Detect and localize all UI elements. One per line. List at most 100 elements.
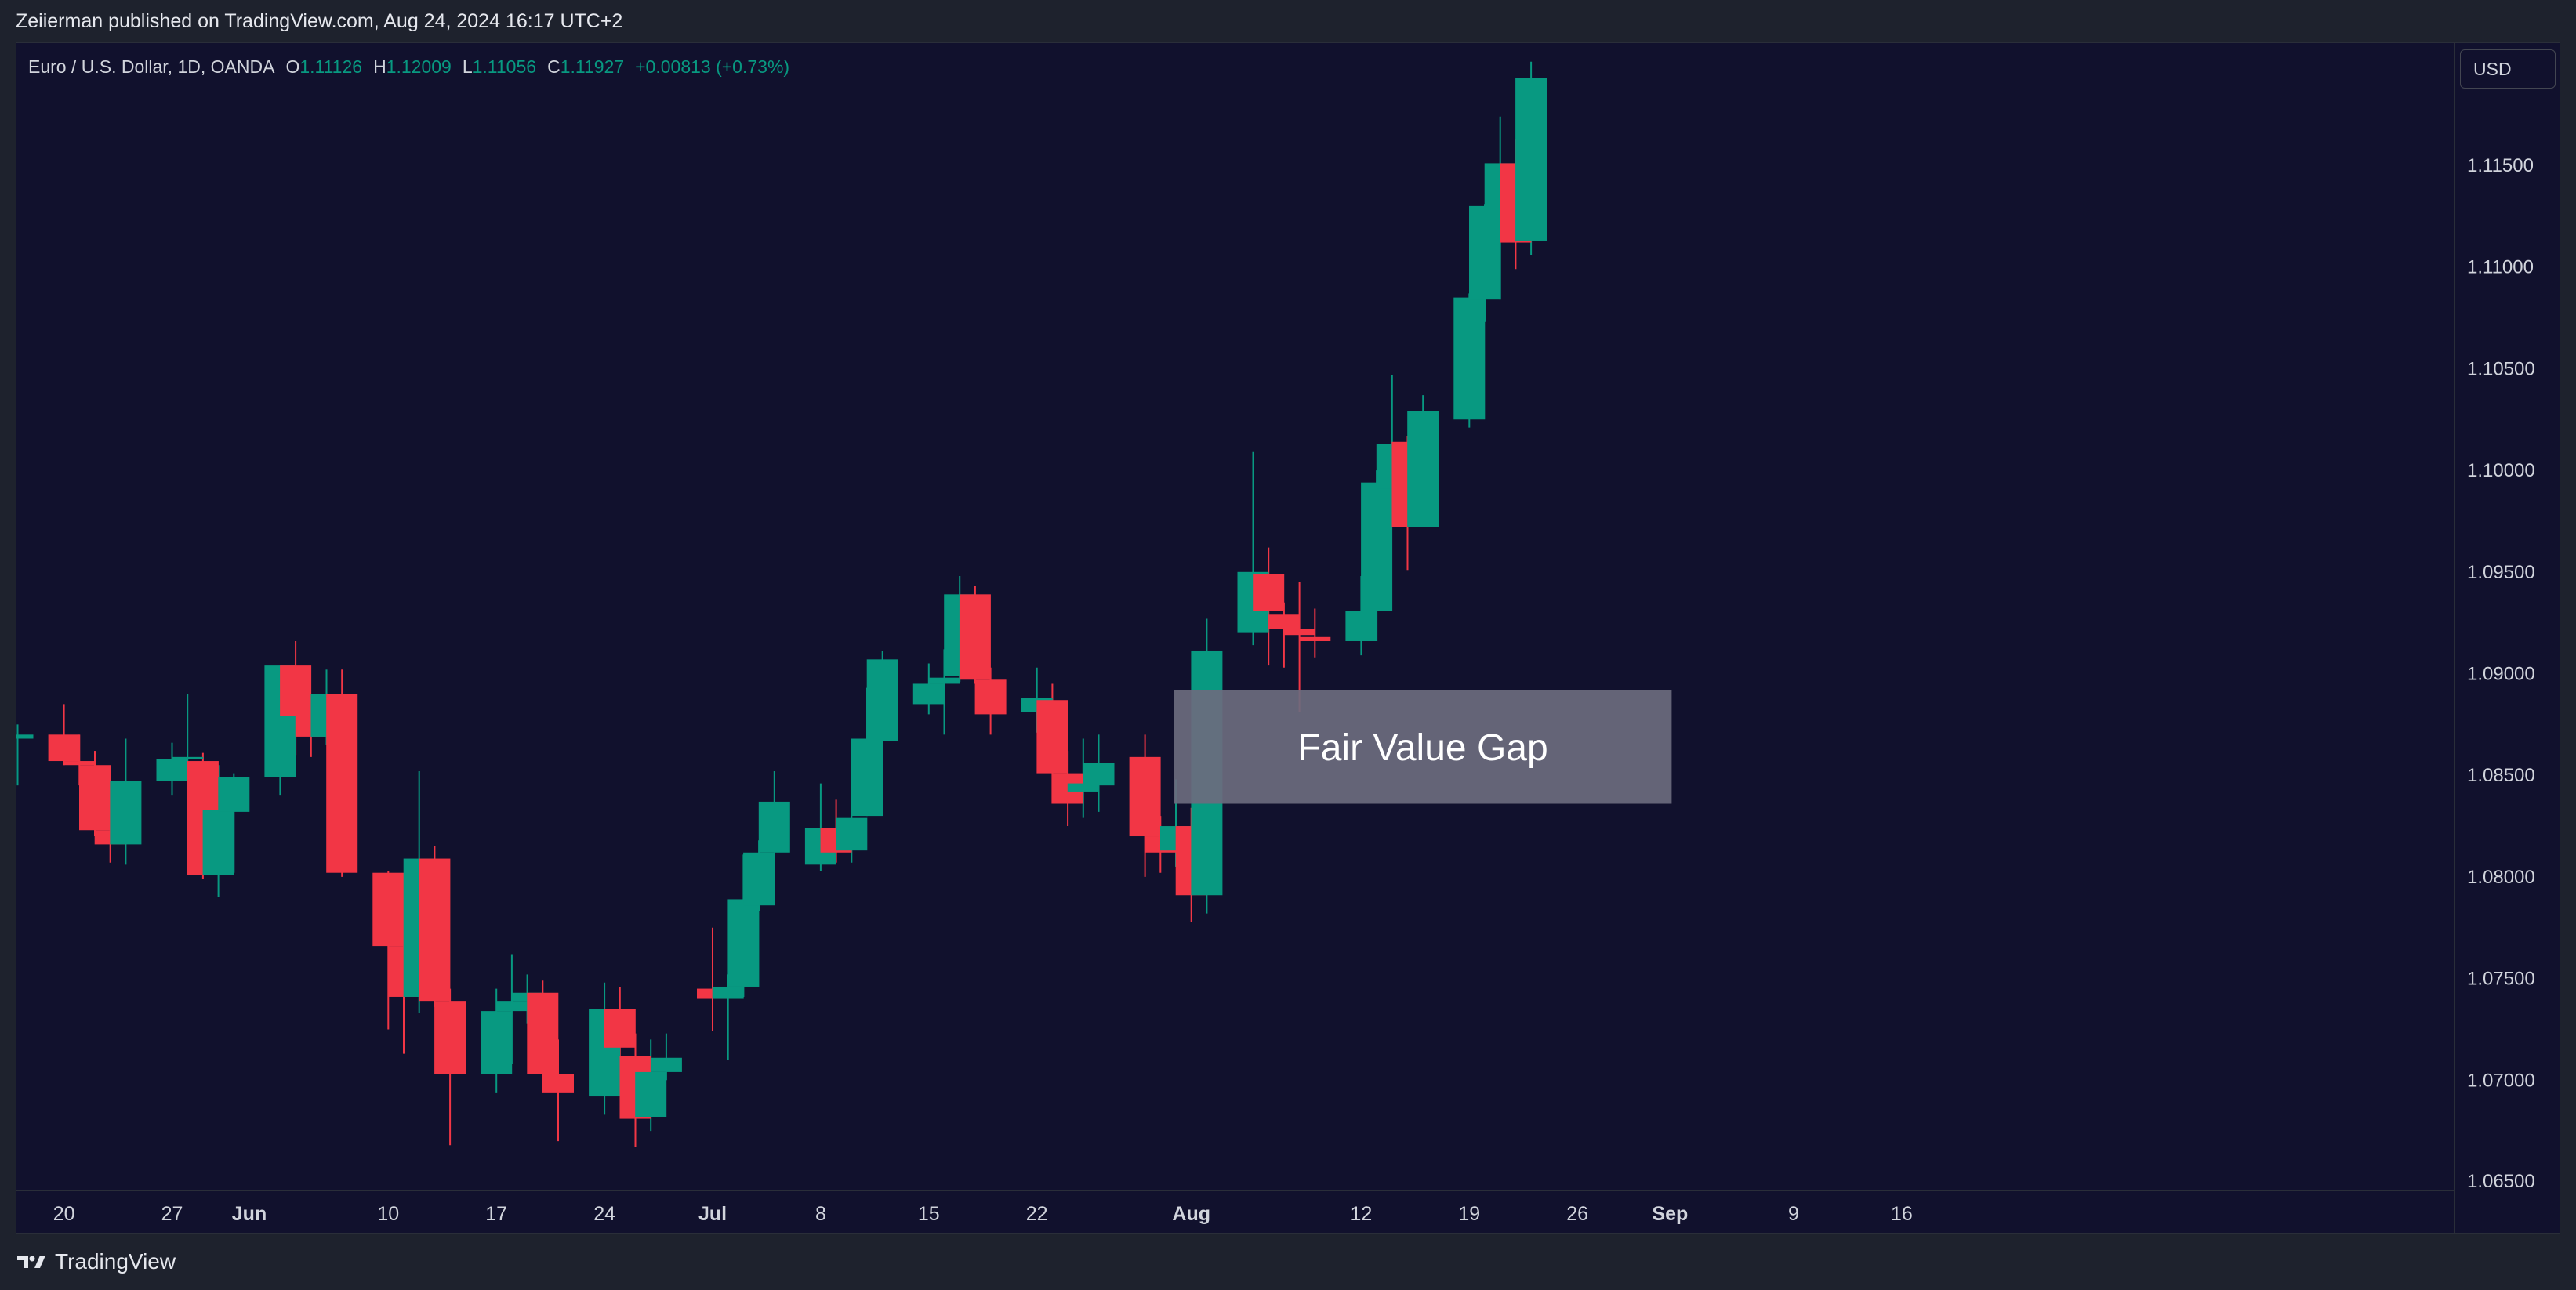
wicks-layer [16,61,1533,1147]
x-tick-label: Aug [1172,1203,1210,1225]
y-tick-label: 1.10000 [2467,460,2535,481]
y-tick-label: 1.06500 [2467,1171,2535,1192]
candle-body[interactable] [481,1011,513,1074]
candle-body[interactable] [727,899,760,987]
candle-body[interactable] [758,801,790,853]
x-tick-label: 20 [53,1203,75,1225]
publish-text: Zeiierman published on TradingView.com, … [16,9,623,32]
tradingview-brand[interactable]: TradingView [55,1249,176,1274]
candle-body[interactable] [928,677,960,684]
high-label: H [373,56,386,77]
x-tick-label: 19 [1458,1203,1480,1225]
candle-body[interactable] [172,756,204,759]
currency-button[interactable]: USD [2460,49,2556,89]
symbol-title[interactable]: Euro / U.S. Dollar, 1D, OANDA [28,56,275,77]
candle-body[interactable] [156,759,188,781]
x-tick-label: 27 [161,1203,183,1225]
candle-body[interactable] [527,992,559,1074]
candle-body[interactable] [959,594,991,680]
ohlc-legend: Euro / U.S. Dollar, 1D, OANDA O 1.11126 H… [28,56,789,78]
candle-body[interactable] [1453,297,1486,420]
candle-body[interactable] [912,683,945,705]
x-tick-label: Sep [1652,1203,1688,1225]
candle-body[interactable] [63,761,96,766]
low-label: L [462,56,473,77]
footer: TradingView [0,1234,2576,1290]
y-tick-label: 1.07500 [2467,969,2535,990]
x-tick-label: 26 [1566,1203,1588,1225]
candle-body[interactable] [372,872,405,947]
publish-info: Zeiierman published on TradingView.com, … [0,0,2576,42]
x-tick-label: 22 [1026,1203,1048,1225]
y-tick-label: 1.11000 [2467,257,2534,278]
candle-body[interactable] [79,765,111,831]
candle-body[interactable] [48,734,80,762]
open-label: O [285,56,300,77]
x-tick-label: 9 [1788,1203,1799,1225]
candle-body[interactable] [1299,636,1331,641]
x-tick-label: 8 [815,1203,826,1225]
x-tick-label: 12 [1350,1203,1372,1225]
candle-body[interactable] [280,665,312,716]
currency-label: USD [2473,58,2512,79]
candle-body[interactable] [851,738,883,817]
y-tick-label: 1.08000 [2467,867,2535,888]
candle-body[interactable] [974,679,1007,715]
y-tick-label: 1.11500 [2467,155,2534,176]
candle-body[interactable] [836,817,868,851]
open-value: 1.11126 [299,56,363,77]
candle-body[interactable] [1036,700,1068,774]
close-label: C [547,56,561,77]
candle-body[interactable] [743,852,775,906]
candle-body[interactable] [1283,629,1315,636]
candle-body[interactable] [1345,611,1377,641]
candle-body[interactable] [604,1009,636,1048]
candle-body[interactable] [1067,783,1099,792]
x-tick-label: 24 [593,1203,615,1225]
axes-layer: 1.11500 1.11000 1.10500 1.10000 1.09500 1.090… [16,43,2535,1234]
candle-body[interactable] [218,777,250,812]
fair-value-gap-label: Fair Value Gap [1297,727,1547,769]
candle-body[interactable] [202,810,234,875]
candle-body[interactable] [495,1001,528,1012]
candle-body[interactable] [1083,763,1115,786]
bodies-layer [16,78,1547,1119]
candle-body[interactable] [1361,482,1393,611]
candle-body[interactable] [1469,205,1500,300]
candlestick-chart[interactable]: Fair Value Gap 1.11500 1.11000 1.10500 1.10… [16,43,2561,1234]
candle-body[interactable] [434,1001,466,1074]
candle-body[interactable] [1515,78,1547,241]
candle-body[interactable] [1253,574,1285,611]
x-tick-label: Jun [232,1203,267,1225]
x-tick-label: 17 [485,1203,507,1225]
change-value: +0.00813 (+0.73%) [635,56,790,77]
high-value: 1.12009 [386,56,452,77]
candle-body[interactable] [1407,411,1439,527]
tradingview-logo-icon [17,1256,45,1268]
y-tick-label: 1.07000 [2467,1070,2535,1091]
y-tick-label: 1.09000 [2467,664,2535,685]
candle-body[interactable] [866,659,898,741]
low-value: 1.11056 [472,56,537,77]
candle-body[interactable] [16,734,34,739]
candle-body[interactable] [712,986,744,999]
candle-body[interactable] [419,858,451,1002]
x-tick-label: Jul [698,1203,727,1225]
chart-frame[interactable]: Fair Value Gap 1.11500 1.11000 1.10500 1.10… [16,42,2560,1234]
y-tick-label: 1.10500 [2467,358,2535,379]
y-tick-label: 1.09500 [2467,562,2535,583]
candle-body[interactable] [542,1074,574,1093]
fair-value-gap-box[interactable] [1174,690,1672,804]
y-tick-label: 1.08500 [2467,765,2535,786]
candle-body[interactable] [1268,614,1300,629]
candle-body[interactable] [635,1071,667,1117]
candle-body[interactable] [110,781,142,845]
x-tick-label: 16 [1891,1203,1913,1225]
annotations-layer: Fair Value Gap [1174,690,1672,804]
candle-body[interactable] [326,694,358,873]
candle-body[interactable] [650,1057,682,1072]
x-tick-label: 10 [377,1203,399,1225]
candle-body[interactable] [1129,756,1161,837]
close-value: 1.11927 [560,56,625,77]
x-tick-label: 15 [918,1203,940,1225]
